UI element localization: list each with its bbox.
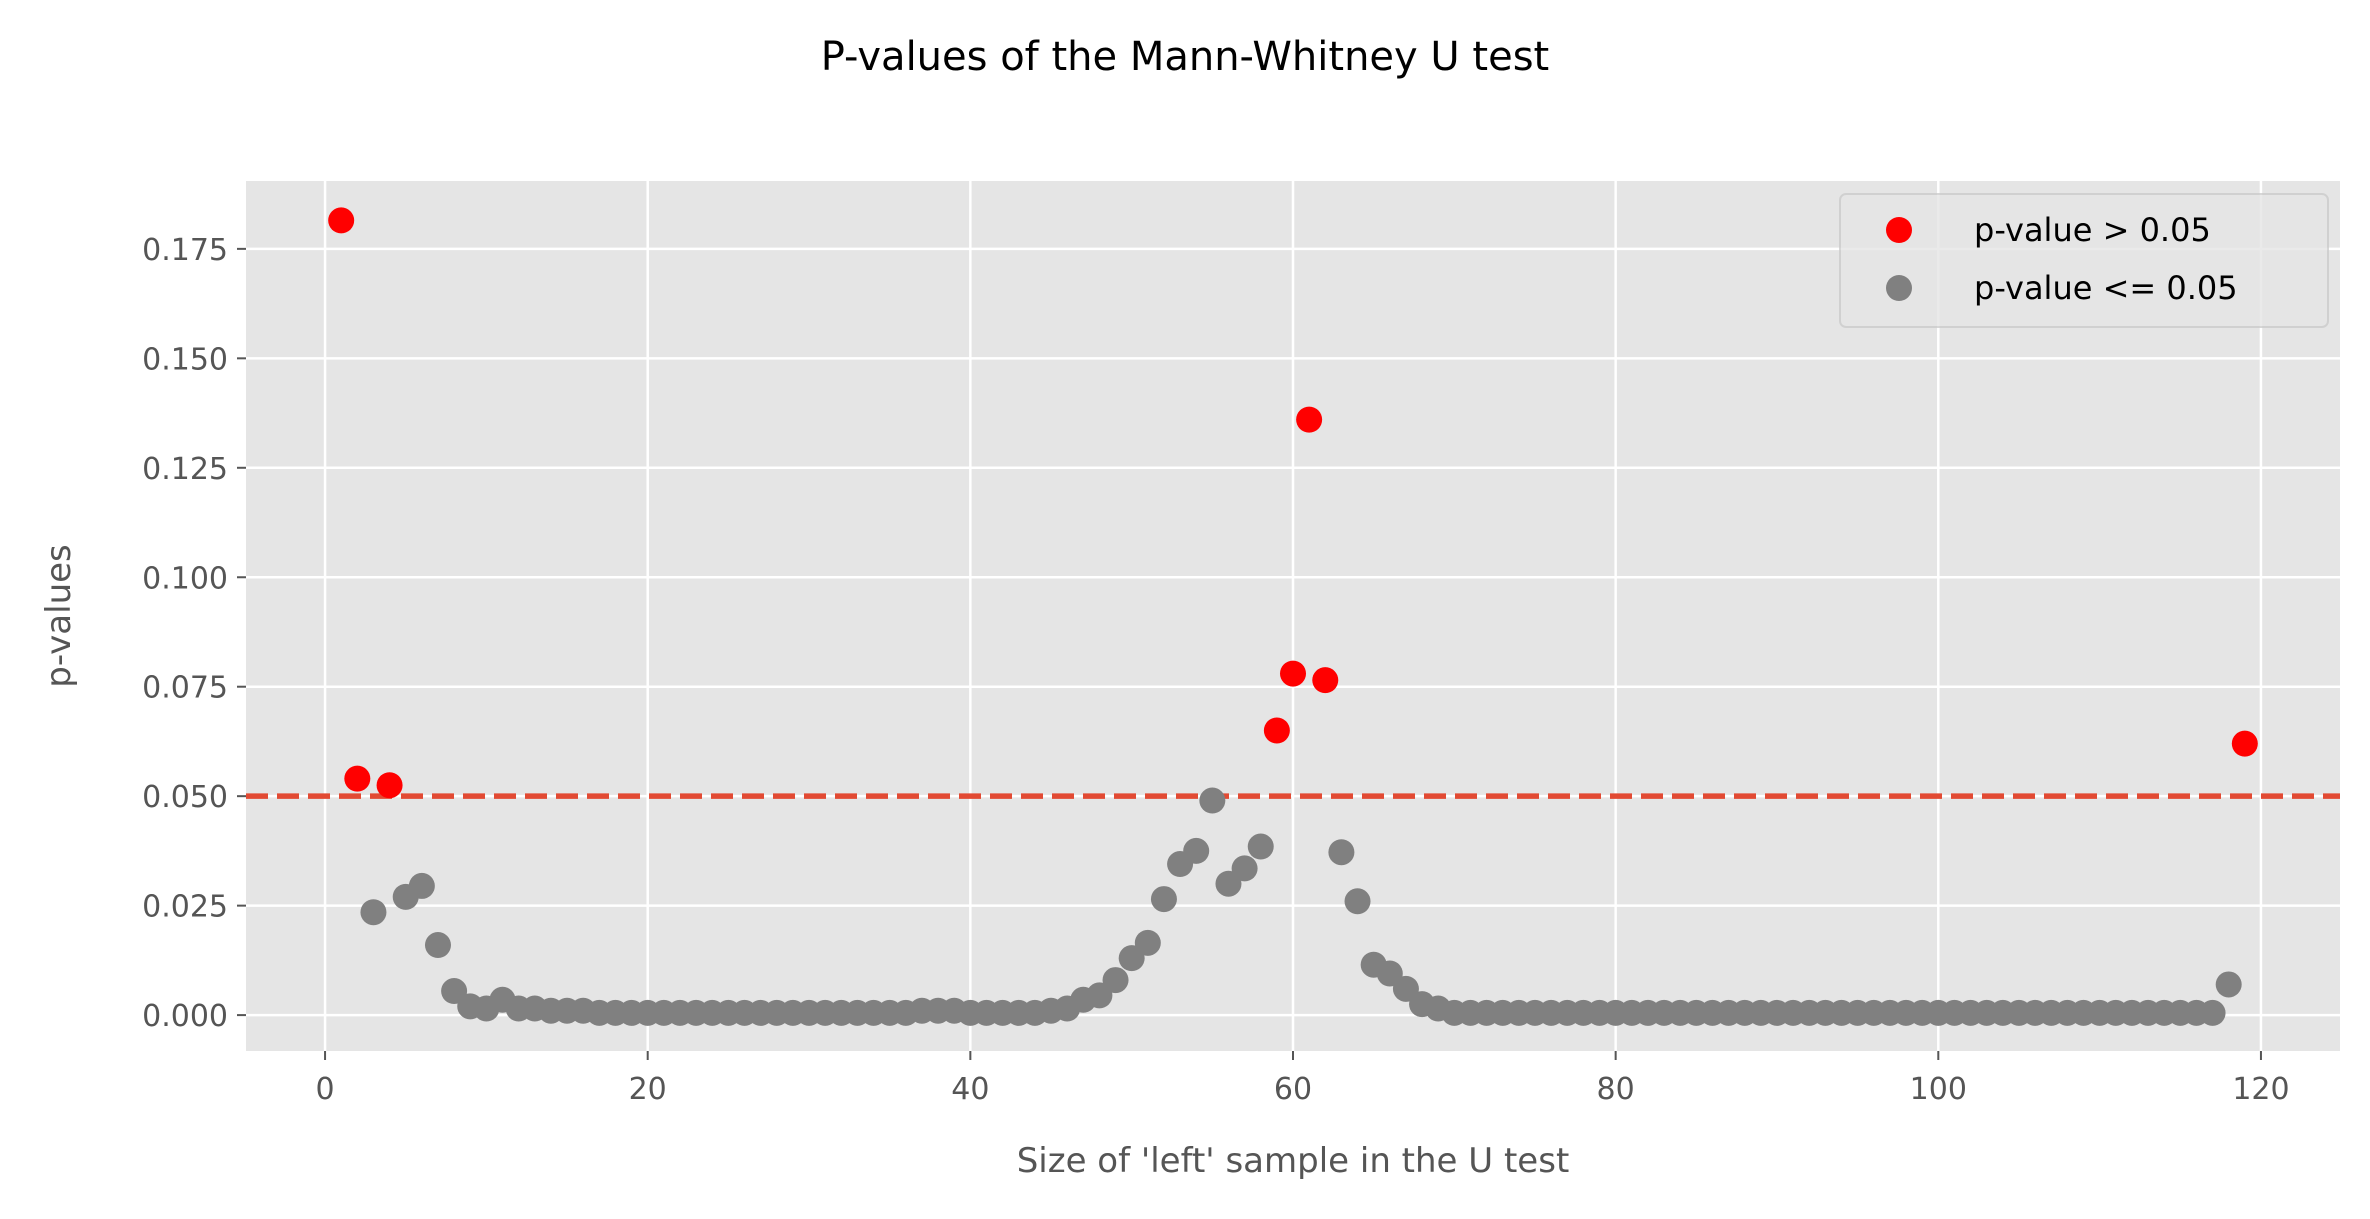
data-point	[328, 207, 355, 234]
data-point	[1392, 975, 1419, 1002]
data-point	[1199, 787, 1226, 814]
legend-label: p-value > 0.05	[1974, 211, 2211, 249]
data-point	[2231, 730, 2258, 757]
data-point	[1150, 886, 1177, 913]
y-tick-label: 0.000	[142, 999, 228, 1034]
data-point	[1344, 888, 1371, 915]
y-tick-label: 0.125	[142, 452, 228, 487]
data-point	[2199, 999, 2226, 1026]
legend-label: p-value <= 0.05	[1974, 269, 2238, 307]
y-axis-label: p-values	[39, 544, 79, 688]
x-tick-label: 20	[629, 1072, 667, 1107]
data-point	[1312, 667, 1339, 694]
data-point	[1134, 929, 1161, 956]
x-axis-label: Size of 'left' sample in the U test	[1017, 1141, 1570, 1181]
x-tick-label: 40	[951, 1072, 989, 1107]
x-tick-label: 60	[1274, 1072, 1312, 1107]
legend-box	[1839, 193, 2329, 328]
data-point	[1183, 837, 1210, 864]
y-tick-label: 0.025	[142, 890, 228, 925]
data-point	[1263, 717, 1290, 744]
data-point	[344, 765, 371, 792]
data-point	[1280, 660, 1306, 687]
x-axis-ticks: 0 20 40 60 80 100 120	[316, 1051, 2290, 1107]
x-tick-label: 100	[1910, 1072, 1967, 1107]
data-point	[1118, 945, 1145, 972]
data-points	[328, 207, 2258, 1026]
data-point	[376, 772, 403, 799]
data-point	[1231, 855, 1258, 882]
data-point	[1086, 982, 1113, 1009]
data-point	[424, 932, 451, 959]
data-point	[360, 899, 387, 926]
data-point	[441, 978, 468, 1005]
y-tick-label: 0.050	[142, 780, 228, 815]
chart-title: P-values of the Mann-Whitney U test	[821, 34, 1549, 80]
data-point	[1215, 870, 1242, 897]
y-tick-label: 0.075	[142, 671, 228, 706]
data-point	[1296, 406, 1323, 433]
y-axis-ticks: 0.000 0.025 0.050 0.075 0.100 0.125 0.150 0.175	[142, 233, 246, 1034]
data-point	[1328, 839, 1355, 866]
y-tick-label: 0.175	[142, 233, 228, 268]
y-tick-label: 0.100	[142, 561, 228, 596]
legend: p-value > 0.05 p-value <= 0.05	[1839, 193, 2329, 328]
x-tick-label: 0	[316, 1072, 335, 1107]
data-point	[1247, 833, 1274, 860]
data-point	[1102, 967, 1129, 994]
x-tick-label: 80	[1597, 1072, 1635, 1107]
y-tick-label: 0.150	[142, 342, 228, 377]
data-point	[2215, 971, 2242, 998]
data-point	[1376, 960, 1403, 987]
x-tick-label: 120	[2232, 1072, 2289, 1107]
legend-marker	[1886, 275, 1912, 301]
legend-marker	[1886, 217, 1912, 243]
data-point	[408, 872, 435, 899]
